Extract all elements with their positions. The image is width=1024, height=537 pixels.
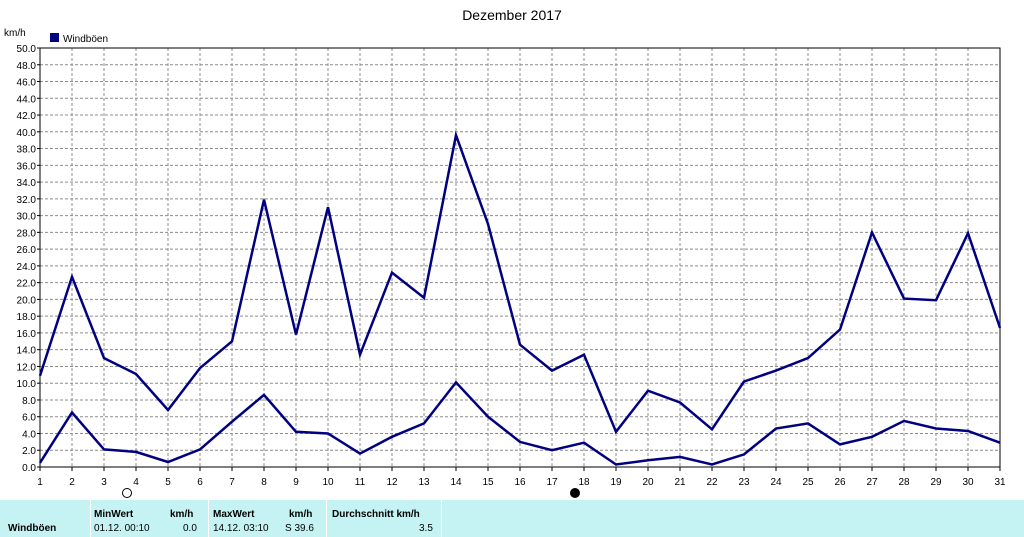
y-tick-label: 20.0 bbox=[17, 295, 37, 306]
series-lines bbox=[38, 130, 1002, 466]
x-tick-label: 21 bbox=[674, 477, 686, 488]
min-date: 01.12. 00:10 bbox=[94, 523, 150, 534]
chart-title: Dezember 2017 bbox=[462, 7, 562, 23]
y-tick-label: 42.0 bbox=[17, 111, 37, 122]
x-tick-label: 18 bbox=[578, 477, 590, 488]
y-tick-label: 36.0 bbox=[17, 161, 37, 172]
avg-header: Durchschnitt km/h bbox=[332, 509, 420, 520]
x-tick-label: 5 bbox=[165, 477, 171, 488]
x-tick-label: 13 bbox=[418, 477, 430, 488]
legend-swatch bbox=[50, 33, 59, 42]
y-tick-label: 40.0 bbox=[17, 128, 37, 139]
y-tick-label: 24.0 bbox=[17, 262, 37, 273]
legend-label: Windböen bbox=[63, 34, 108, 45]
y-tick-label: 32.0 bbox=[17, 195, 37, 206]
wind-chart: Dezember 2017 km/h Windböen 0.0 2.0 4.0 6.0… bbox=[4, 7, 1006, 498]
x-tick-label: 31 bbox=[994, 477, 1006, 488]
stats-row-label: Windböen bbox=[8, 523, 57, 534]
x-tick-label: 24 bbox=[770, 477, 782, 488]
x-tick-label: 26 bbox=[834, 477, 846, 488]
y-tick-label: 22.0 bbox=[17, 279, 37, 290]
statistics-table: Windböen MinWert km/h 01.12. 00:10 0.0 M… bbox=[0, 500, 1024, 537]
x-tick-label: 1 bbox=[37, 477, 43, 488]
y-tick-label: 16.0 bbox=[17, 329, 37, 340]
y-tick-label: 8.0 bbox=[22, 396, 36, 407]
max-value: S 39.6 bbox=[285, 523, 314, 534]
x-tick-label: 22 bbox=[706, 477, 718, 488]
x-tick-label: 3 bbox=[101, 477, 107, 488]
y-tick-label: 2.0 bbox=[22, 446, 36, 457]
min-value: 0.0 bbox=[183, 523, 197, 534]
grid-lines bbox=[40, 48, 1000, 467]
y-tick-label: 4.0 bbox=[22, 429, 36, 440]
max-unit: km/h bbox=[289, 509, 313, 520]
x-tick-label: 8 bbox=[261, 477, 267, 488]
y-tick-label: 38.0 bbox=[17, 145, 37, 156]
x-tick-label: 2 bbox=[69, 477, 75, 488]
x-tick-label: 10 bbox=[322, 477, 334, 488]
x-tick-label: 17 bbox=[546, 477, 558, 488]
y-tick-label: 34.0 bbox=[17, 178, 37, 189]
x-tick-label: 9 bbox=[293, 477, 299, 488]
y-tick-label: 50.0 bbox=[17, 44, 37, 55]
y-tick-label: 30.0 bbox=[17, 212, 37, 223]
x-tick-label: 23 bbox=[738, 477, 750, 488]
y-tick-label: 18.0 bbox=[17, 312, 37, 323]
x-tick-label: 19 bbox=[610, 477, 622, 488]
y-tick-label: 44.0 bbox=[17, 94, 37, 105]
y-tick-label: 28.0 bbox=[17, 228, 37, 239]
y-tick-label: 10.0 bbox=[17, 379, 37, 390]
y-tick-label: 26.0 bbox=[17, 245, 37, 256]
full-moon-icon bbox=[122, 488, 132, 498]
x-tick-label: 12 bbox=[386, 477, 398, 488]
new-moon-icon bbox=[570, 488, 580, 498]
x-tick-label: 14 bbox=[450, 477, 462, 488]
y-tick-label: 48.0 bbox=[17, 61, 37, 72]
y-tick-label: 46.0 bbox=[17, 78, 37, 89]
x-tick-label: 28 bbox=[898, 477, 910, 488]
min-header: MinWert bbox=[94, 509, 134, 520]
plot-area-frame bbox=[39, 47, 1001, 468]
x-tick-label: 11 bbox=[355, 477, 366, 488]
series-line-max bbox=[38, 130, 1002, 435]
x-tick-label: 30 bbox=[962, 477, 974, 488]
x-tick-label: 20 bbox=[642, 477, 654, 488]
moon-phase-markers bbox=[122, 488, 580, 498]
y-tick-label: 0.0 bbox=[22, 463, 36, 474]
min-unit: km/h bbox=[170, 509, 194, 520]
x-tick-label: 15 bbox=[482, 477, 494, 488]
x-tick-label: 7 bbox=[229, 477, 235, 488]
x-tick-label: 27 bbox=[866, 477, 878, 488]
max-header: MaxWert bbox=[213, 509, 255, 520]
y-axis-ticks: 0.0 2.0 4.0 6.0 8.0 10.0 12.0 14.0 16.0 18.0 20.0 2… bbox=[17, 44, 40, 474]
max-date: 14.12. 03:10 bbox=[213, 523, 269, 534]
avg-value: 3.5 bbox=[419, 523, 433, 534]
y-axis-unit: km/h bbox=[4, 28, 26, 39]
x-axis-ticks: 1 2 3 4 5 6 7 8 9 10 11 12 13 14 15 16 17 18 19 20 21 22 23 24 2… bbox=[37, 467, 1006, 488]
x-tick-label: 29 bbox=[930, 477, 942, 488]
x-tick-label: 6 bbox=[197, 477, 203, 488]
x-tick-label: 4 bbox=[133, 477, 139, 488]
y-tick-label: 14.0 bbox=[17, 346, 37, 357]
y-tick-label: 6.0 bbox=[22, 413, 36, 424]
x-tick-label: 16 bbox=[514, 477, 526, 488]
x-tick-label: 25 bbox=[802, 477, 814, 488]
y-tick-label: 12.0 bbox=[17, 362, 37, 373]
